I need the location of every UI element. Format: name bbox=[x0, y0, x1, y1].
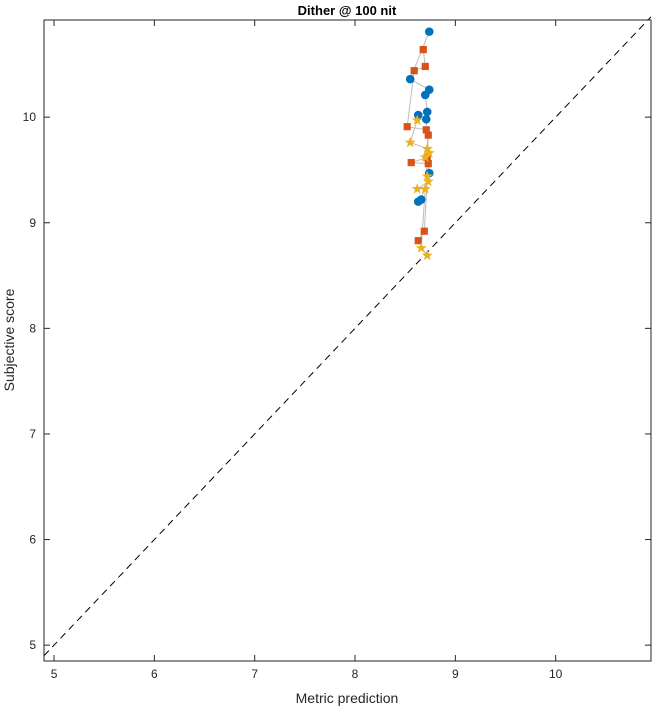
y-tick-label: 8 bbox=[29, 321, 36, 335]
data-point-square bbox=[424, 131, 432, 139]
data-point-circle bbox=[424, 27, 434, 36]
y-tick-label: 7 bbox=[29, 427, 36, 441]
plot-frame bbox=[43, 19, 652, 662]
x-tick-label: 7 bbox=[251, 667, 258, 681]
chart-title: Dither @ 100 nit bbox=[298, 3, 397, 18]
data-point-star bbox=[404, 136, 416, 148]
data-point-square bbox=[420, 227, 428, 235]
identity-dashed-line bbox=[43, 16, 652, 657]
data-point-star bbox=[421, 143, 433, 154]
y-tick-label: 5 bbox=[29, 638, 36, 652]
x-tick-label: 5 bbox=[51, 667, 58, 681]
x-tick-label: 10 bbox=[549, 667, 563, 681]
data-point-square bbox=[422, 126, 430, 134]
data-point-square bbox=[414, 237, 422, 245]
data-point-circle bbox=[421, 114, 431, 124]
data-point-circle bbox=[413, 197, 423, 206]
data-point-star bbox=[419, 183, 431, 194]
data-point-circle bbox=[422, 107, 432, 117]
x-tick-label: 6 bbox=[151, 667, 158, 681]
y-tick-label: 9 bbox=[29, 216, 36, 230]
data-point-square bbox=[410, 67, 418, 75]
data-point-square bbox=[419, 45, 427, 54]
data-point-square bbox=[403, 123, 411, 131]
data-point-square bbox=[421, 62, 429, 71]
data-point-star bbox=[415, 242, 427, 253]
data-point-circle bbox=[405, 74, 415, 84]
data-point-square bbox=[407, 158, 415, 167]
data-point-square bbox=[424, 160, 432, 168]
x-tick-label: 9 bbox=[452, 667, 459, 681]
data-point-circle bbox=[413, 110, 423, 120]
data-point-star bbox=[419, 151, 431, 162]
data-point-star bbox=[411, 114, 423, 126]
y-tick-label: 6 bbox=[29, 533, 36, 547]
y-tick-label: 10 bbox=[23, 110, 37, 124]
data-markers bbox=[403, 27, 435, 261]
y-axis-label: Subjective score bbox=[1, 288, 17, 391]
reference-line bbox=[43, 16, 652, 657]
x-axis-ticks: 5 6 7 8 9 10 bbox=[51, 20, 563, 681]
data-point-star bbox=[421, 170, 433, 181]
data-point-star bbox=[411, 183, 423, 194]
data-point-circle bbox=[420, 90, 430, 100]
x-axis-label: Metric prediction bbox=[296, 690, 399, 706]
y-axis-ticks: 5 6 7 8 9 10 bbox=[23, 110, 651, 652]
data-point-star bbox=[423, 147, 435, 158]
data-point-star bbox=[422, 175, 434, 187]
x-tick-label: 8 bbox=[352, 667, 359, 681]
plot-area bbox=[44, 20, 651, 661]
data-point-star bbox=[421, 249, 433, 261]
